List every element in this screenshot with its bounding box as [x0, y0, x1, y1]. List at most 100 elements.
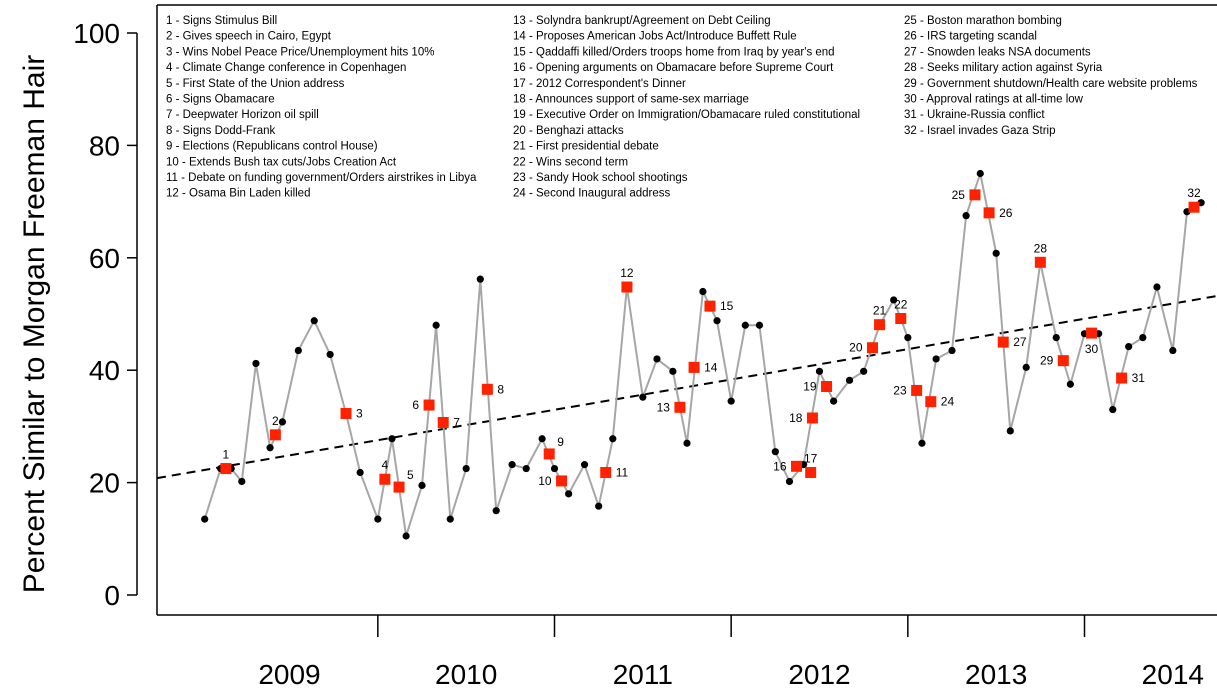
- event-marker: [379, 473, 391, 485]
- event-marker: [688, 361, 700, 373]
- event-label: 31: [1132, 371, 1146, 385]
- data-point: [755, 321, 764, 329]
- data-point: [550, 464, 559, 473]
- legend-entry: 9 - Elections (Republicans control House…: [166, 141, 378, 153]
- event-label: 24: [941, 395, 955, 409]
- data-point: [595, 502, 603, 510]
- event-label: 25: [952, 188, 966, 202]
- legend-entry: 27 - Snowden leaks NSA documents: [904, 46, 1091, 58]
- legend: 1 - Signs Stimulus Bill 2 - Gives speech …: [166, 15, 1198, 200]
- data-points: [201, 169, 1205, 540]
- event-marker: [867, 342, 878, 354]
- x-year-label: 2012: [788, 659, 850, 690]
- legend-entry: 22 - Wins second term: [513, 156, 628, 168]
- event-marker: [704, 300, 716, 312]
- legend-entry: 19 - Executive Order on Immigration/Obam…: [513, 109, 860, 121]
- event-label: 27: [1013, 335, 1027, 349]
- legend-entry: 1 - Signs Stimulus Bill: [166, 15, 277, 27]
- event-label: 23: [893, 383, 907, 397]
- data-point: [294, 346, 302, 355]
- data-point: [266, 444, 274, 452]
- event-label: 19: [803, 379, 817, 393]
- event-marker: [806, 412, 818, 424]
- data-point: [310, 317, 318, 325]
- data-point: [374, 515, 382, 523]
- event-label: 32: [1187, 186, 1201, 200]
- event-label: 6: [412, 398, 419, 412]
- data-point: [565, 490, 573, 498]
- event-marker: [600, 466, 612, 478]
- data-point: [356, 468, 364, 477]
- event-label: 10: [538, 474, 552, 488]
- event-marker: [1086, 327, 1098, 339]
- event-marker: [481, 383, 493, 395]
- legend-entry: 16 - Opening arguments on Obamacare befo…: [513, 62, 834, 74]
- data-point: [1109, 405, 1117, 414]
- event-label: 9: [557, 435, 564, 449]
- legend-entry: 6 - Signs Obamacare: [166, 94, 275, 106]
- data-point: [815, 367, 824, 375]
- data-point: [402, 532, 410, 540]
- legend-entry: 30 - Approval ratings at all-time low: [904, 94, 1084, 106]
- legend-entry: 26 - IRS targeting scandal: [904, 31, 1037, 43]
- x-year-label: 2011: [613, 659, 673, 690]
- legend-entry: 23 - Sandy Hook school shootings: [513, 172, 688, 184]
- data-point: [830, 397, 838, 405]
- data-point: [741, 321, 749, 329]
- event-marker: [556, 475, 568, 487]
- data-point: [1169, 346, 1177, 355]
- data-point: [653, 355, 661, 363]
- data-point: [904, 334, 912, 342]
- y-axis-label: Percent Similar to Morgan Freeman Hair: [18, 55, 51, 594]
- data-point: [1153, 283, 1161, 291]
- event-marker: [983, 207, 995, 219]
- legend-entry: 21 - First presidential debate: [513, 141, 659, 153]
- event-label: 2: [272, 414, 279, 428]
- data-point: [1125, 342, 1133, 351]
- event-marker: [874, 319, 886, 331]
- legend-entry: 10 - Extends Bush tax cuts/Jobs Creation…: [166, 156, 397, 168]
- data-point: [639, 393, 647, 401]
- data-point: [845, 376, 854, 384]
- y-tick-label: 20: [89, 468, 120, 499]
- data-point: [1139, 334, 1147, 342]
- legend-entry: 4 - Climate Change conference in Copenha…: [166, 62, 406, 74]
- legend-entry: 11 - Debate on funding government/Orders…: [166, 172, 477, 184]
- data-point: [992, 249, 1000, 257]
- event-label: 14: [704, 360, 718, 374]
- legend-entry: 20 - Benghazi attacks: [513, 125, 624, 137]
- data-point: [278, 418, 287, 426]
- y-tick-label: 60: [89, 243, 120, 274]
- event-label: 12: [620, 266, 634, 280]
- data-point: [1066, 380, 1074, 388]
- event-marker: [269, 429, 281, 441]
- data-point: [890, 296, 898, 304]
- event-label: 22: [894, 297, 908, 311]
- legend-entry: 3 - Wins Nobel Peace Price/Unemployment …: [166, 46, 434, 58]
- legend-entry: 13 - Solyndra bankrupt/Agreement on Debt…: [513, 15, 771, 27]
- data-point: [918, 439, 926, 447]
- event-marker: [423, 399, 435, 411]
- data-point: [699, 287, 707, 296]
- data-point: [609, 435, 617, 443]
- event-label: 30: [1085, 342, 1099, 356]
- event-marker: [1116, 372, 1128, 384]
- data-point: [538, 435, 546, 443]
- data-point: [522, 464, 530, 473]
- event-marker: [969, 189, 981, 201]
- event-marker: [393, 481, 405, 493]
- data-point: [1052, 334, 1060, 342]
- event-marker: [1057, 355, 1069, 367]
- data-point: [580, 461, 589, 469]
- data-point: [962, 212, 970, 220]
- y-tick-label: 40: [89, 355, 120, 386]
- data-point: [727, 397, 735, 405]
- legend-entry: 15 - Qaddaffi killed/Orders troops home …: [513, 46, 835, 58]
- event-marker: [1034, 256, 1046, 268]
- event-label: 5: [407, 468, 414, 482]
- legend-entry: 17 - 2012 Correspondent's Dinner: [513, 78, 686, 90]
- data-point: [785, 477, 794, 486]
- x-year-label: 2013: [965, 659, 1027, 690]
- data-point: [492, 507, 500, 515]
